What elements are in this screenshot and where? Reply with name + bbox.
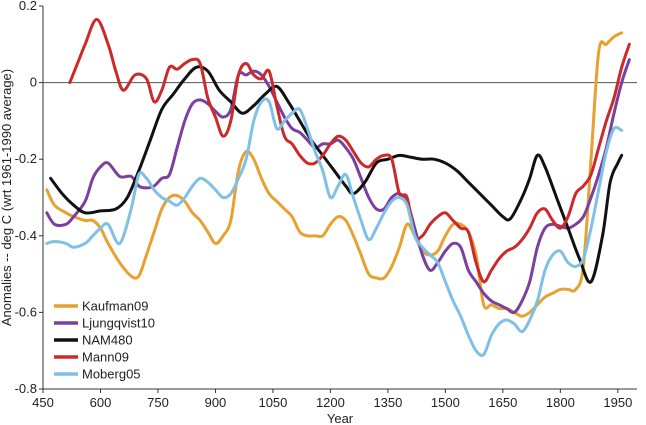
legend-label-mann09: Mann09 bbox=[82, 350, 129, 365]
axes: -0.8 -0.6 -0.4 -0.2 0 0.2 450 600 750 900 1050 1200… bbox=[15, 0, 637, 410]
legend-label-nam480: NAM480 bbox=[82, 333, 133, 348]
x-tick-label: 1350 bbox=[373, 395, 402, 410]
x-tick-label: 1050 bbox=[258, 395, 287, 410]
y-tick-label: -0.4 bbox=[15, 228, 37, 243]
x-tick-label: 1200 bbox=[316, 395, 345, 410]
y-tick-label: -0.8 bbox=[15, 381, 37, 396]
x-tick-label: 600 bbox=[90, 395, 112, 410]
legend-label-moberg05: Moberg05 bbox=[82, 367, 141, 382]
y-tick-label: -0.6 bbox=[15, 304, 37, 319]
x-tick-label: 1950 bbox=[603, 395, 632, 410]
x-tick-label: 1500 bbox=[431, 395, 460, 410]
series-line-ljungqvist10 bbox=[45, 58, 631, 315]
series-line-mann09 bbox=[68, 17, 631, 284]
y-tick-label: -0.2 bbox=[15, 151, 37, 166]
series-line-kaufman09 bbox=[45, 31, 624, 318]
y-axis-title: Anomalies -- deg C (wrt 1961-1990 averag… bbox=[0, 69, 14, 326]
x-tick-label: 750 bbox=[147, 395, 169, 410]
legend: Kaufman09 Ljungqvist10 NAM480 Mann09 Moberg0… bbox=[54, 299, 155, 382]
x-tick-label: 450 bbox=[32, 395, 54, 410]
legend-label-kaufman09: Kaufman09 bbox=[82, 299, 149, 314]
x-tick-label: 1800 bbox=[546, 395, 575, 410]
series-lines bbox=[45, 17, 631, 357]
x-axis-title: Year bbox=[327, 411, 354, 425]
x-tick-label: 1650 bbox=[488, 395, 517, 410]
series-line-moberg05 bbox=[45, 97, 624, 357]
y-tick-label: 0 bbox=[30, 75, 37, 90]
y-tick-label: 0.2 bbox=[19, 0, 37, 13]
legend-label-ljungqvist10: Ljungqvist10 bbox=[82, 316, 155, 331]
x-tick-label: 900 bbox=[205, 395, 227, 410]
